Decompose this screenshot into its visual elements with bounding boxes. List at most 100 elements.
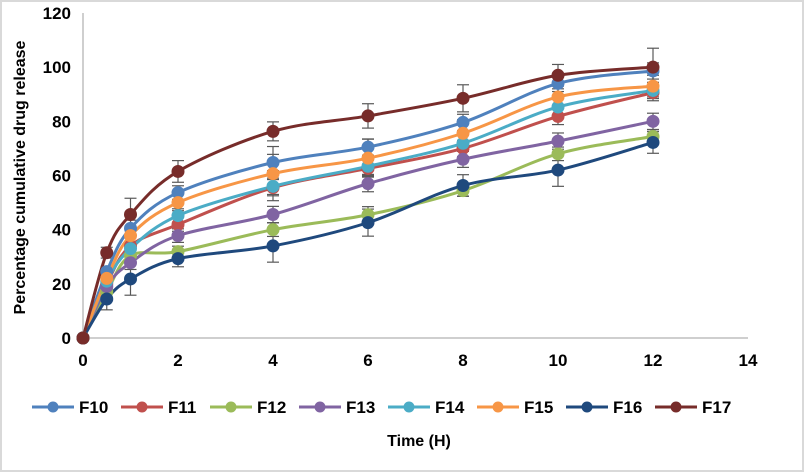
data-point-f15 <box>551 90 565 104</box>
data-point-f17 <box>361 109 375 123</box>
legend-item-f12[interactable]: F12 <box>210 398 286 417</box>
x-tick-label: 6 <box>363 351 372 370</box>
series-line-f15 <box>81 84 654 339</box>
legend-item-f13[interactable]: F13 <box>299 398 375 417</box>
data-point-f13 <box>456 152 470 166</box>
data-point-f13 <box>124 256 137 270</box>
data-point-f17 <box>551 68 565 82</box>
data-point-f10 <box>456 115 470 129</box>
data-point-f16 <box>361 216 375 230</box>
legend-item-f10[interactable]: F10 <box>32 398 108 417</box>
legend-label: F15 <box>524 398 553 417</box>
data-point-f13 <box>551 134 565 148</box>
legend-label: F16 <box>613 398 642 417</box>
legend-marker-icon <box>581 401 593 413</box>
legend-item-f11[interactable]: F11 <box>121 398 196 417</box>
legend: F10 F11 F12 F13 F14 F15 F16 F17 <box>32 398 731 417</box>
data-point-f14 <box>171 209 185 223</box>
data-point-f14 <box>456 136 470 150</box>
data-point-f17 <box>100 246 114 260</box>
data-point-f16 <box>646 135 660 149</box>
y-tick-label: 80 <box>52 112 71 131</box>
series-points <box>76 60 660 345</box>
series-line-f13 <box>81 119 654 339</box>
x-tick-label: 10 <box>549 351 568 370</box>
data-point-f15 <box>100 271 114 285</box>
data-point-f16 <box>551 163 565 177</box>
data-point-f17 <box>124 208 137 221</box>
y-tick-labels: 0 20 40 60 80 100 120 <box>43 4 71 348</box>
data-point-f16 <box>171 252 185 266</box>
data-point-f16 <box>124 272 137 286</box>
data-point-f17 <box>646 60 660 74</box>
legend-item-f17[interactable]: F17 <box>655 398 731 417</box>
series-line-f10 <box>81 69 654 339</box>
y-tick-label: 20 <box>52 275 71 294</box>
x-tick-label: 0 <box>78 351 87 370</box>
x-tick-label: 12 <box>644 351 663 370</box>
y-tick-label: 40 <box>52 221 71 240</box>
legend-marker-icon <box>314 401 326 413</box>
legend-label: F10 <box>79 398 108 417</box>
legend-item-f16[interactable]: F16 <box>566 398 642 417</box>
x-tick-label: 4 <box>268 351 278 370</box>
data-point-f11 <box>551 109 565 123</box>
data-point-f16 <box>456 179 470 193</box>
data-point-f12 <box>551 147 565 161</box>
legend-label: F13 <box>346 398 375 417</box>
data-point-f13 <box>646 114 660 128</box>
data-point-f14 <box>124 242 137 256</box>
data-point-f15 <box>171 196 185 210</box>
data-point-f11 <box>171 218 185 232</box>
data-point-f16 <box>266 239 280 253</box>
y-tick-label: 100 <box>43 58 71 77</box>
data-point-f17 <box>266 124 280 138</box>
legend-marker-icon <box>492 401 504 413</box>
axes <box>82 13 748 339</box>
legend-marker-icon <box>225 401 237 413</box>
legend-label: F17 <box>702 398 731 417</box>
data-point-f17 <box>76 331 90 345</box>
data-point-f16 <box>100 292 114 306</box>
data-point-f15 <box>266 167 280 181</box>
legend-marker-icon <box>670 401 682 413</box>
legend-item-f15[interactable]: F15 <box>477 398 553 417</box>
y-axis-title: Percentage cumulative drug release <box>12 40 29 314</box>
data-point-f14 <box>266 179 280 193</box>
data-point-f14 <box>551 100 565 114</box>
x-tick-labels: 0 2 4 6 8 10 12 14 <box>78 351 758 370</box>
series-lines <box>81 65 654 339</box>
series-line-f12 <box>81 135 654 339</box>
x-tick-label: 8 <box>458 351 467 370</box>
y-tick-label: 60 <box>52 167 71 186</box>
data-point-f15 <box>646 79 660 93</box>
legend-label: F14 <box>435 398 465 417</box>
legend-marker-icon <box>47 401 59 413</box>
x-tick-label: 14 <box>739 351 758 370</box>
data-point-f15 <box>124 229 137 243</box>
data-point-f13 <box>171 229 185 243</box>
legend-label: F11 <box>168 398 196 417</box>
data-point-f15 <box>456 126 470 140</box>
data-point-f15 <box>361 151 375 165</box>
data-point-f17 <box>456 91 470 105</box>
data-point-f13 <box>266 208 280 221</box>
y-tick-label: 120 <box>43 4 71 23</box>
legend-marker-icon <box>403 401 415 413</box>
data-point-f10 <box>361 140 375 154</box>
series-line-f16 <box>81 141 654 339</box>
data-point-f13 <box>361 177 375 191</box>
data-point-f17 <box>171 164 185 178</box>
data-point-f10 <box>266 156 280 169</box>
legend-label: F12 <box>257 398 286 417</box>
legend-item-f14[interactable]: F14 <box>388 398 465 417</box>
legend-marker-icon <box>136 401 148 413</box>
x-tick-label: 2 <box>173 351 182 370</box>
x-axis-title: Time (H) <box>387 433 451 450</box>
series-line-f14 <box>81 88 654 339</box>
data-point-f10 <box>171 186 185 200</box>
y-tick-label: 0 <box>62 329 71 348</box>
data-point-f12 <box>266 223 280 237</box>
